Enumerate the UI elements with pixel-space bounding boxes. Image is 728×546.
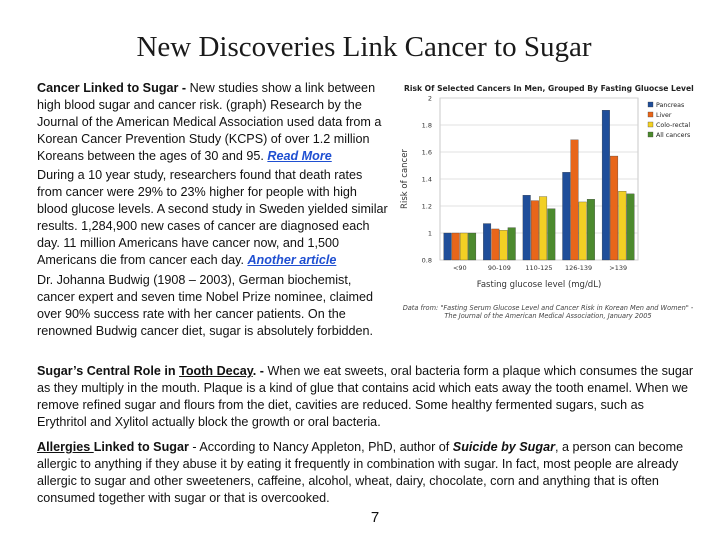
allergies-text-a: - According to Nancy Appleton, PhD, auth… [188,440,453,454]
bar [451,232,460,261]
bar [547,208,556,261]
cancer-risk-chart: Risk Of Selected Cancers In Men, Grouped… [400,84,694,320]
bar [483,223,492,261]
another-article-link[interactable]: Another article [247,253,337,268]
x-tick-label: 90-109 [488,264,511,272]
bar [443,232,452,261]
legend-label: Pancreas [656,102,684,109]
y-tick-label: 1.4 [422,176,432,184]
y-tick-label: 1.6 [422,149,432,157]
tooth-decay-paragraph: Sugar’s Central Role in Tooth Decay. - W… [37,363,697,431]
y-tick-label: 1.2 [422,203,432,211]
y-tick-label: 2 [428,95,432,103]
x-tick-label: 126-139 [565,264,592,272]
bar [586,199,595,261]
read-more-link[interactable]: Read More [267,149,332,164]
page-number: 7 [370,509,380,526]
legend-swatch [647,131,654,138]
bar [491,228,500,261]
bar [618,191,627,261]
allergies-heading: Linked to Sugar [93,440,189,454]
bar [468,232,477,261]
y-axis-label: Risk of cancer [400,149,410,209]
legend-label: All cancers [656,132,690,139]
x-tick-label: >139 [609,264,627,272]
legend-label: Colo-rectal [656,122,690,129]
legend-swatch [647,111,654,118]
x-tick-label: <90 [453,264,467,272]
bar [459,232,468,261]
legend-label: Liver [656,112,672,119]
book-title: Suicide by Sugar [452,440,555,454]
cancer-text: New studies show a link between high blo… [37,81,382,164]
y-tick-label: 1 [428,230,432,238]
study-paragraph: During a 10 year study, researchers foun… [37,167,389,270]
bar [570,139,579,261]
bar [507,227,516,261]
tooth-decay-heading-a: Sugar’s Central Role in [37,364,180,378]
bar [539,196,548,261]
bar [522,195,531,261]
chart-title: Risk Of Selected Cancers In Men, Grouped… [404,84,694,93]
bar [578,201,587,261]
bar [499,230,508,261]
cancer-paragraph: Cancer Linked to Sugar - New studies sho… [37,80,389,165]
x-tick-label: 110-125 [525,264,552,272]
bar [610,155,619,261]
tooth-decay-link[interactable]: Tooth Decay [179,364,253,378]
x-axis-label: Fasting glucose level (mg/dL) [477,280,602,290]
legend-swatch [647,121,654,128]
slide-title: New Discoveries Link Cancer to Sugar [136,31,592,63]
tooth-decay-text: When we eat sweets, oral bacteria form a… [37,364,694,430]
y-tick-label: 1.8 [422,122,432,130]
bar [530,200,539,261]
allergies-paragraph: Allergies Linked to Sugar - According to… [37,439,697,507]
allergies-link[interactable]: Allergies [37,440,94,454]
study-text: During a 10 year study, researchers foun… [37,168,388,268]
y-tick-label: 0.8 [422,257,432,265]
cancer-heading: Cancer Linked to Sugar - [37,81,190,95]
chart-source: Data from: "Fasting Serum Glucose Level … [402,304,694,320]
budwig-paragraph: Dr. Johanna Budwig (1908 – 2003), German… [37,273,374,339]
legend-swatch [647,101,654,108]
bar [626,193,635,261]
allergies-text-b: , a person can become allergic to anythi… [37,440,684,506]
bar [562,172,571,261]
bar [601,109,610,261]
tooth-decay-heading-b: . - [252,364,268,378]
